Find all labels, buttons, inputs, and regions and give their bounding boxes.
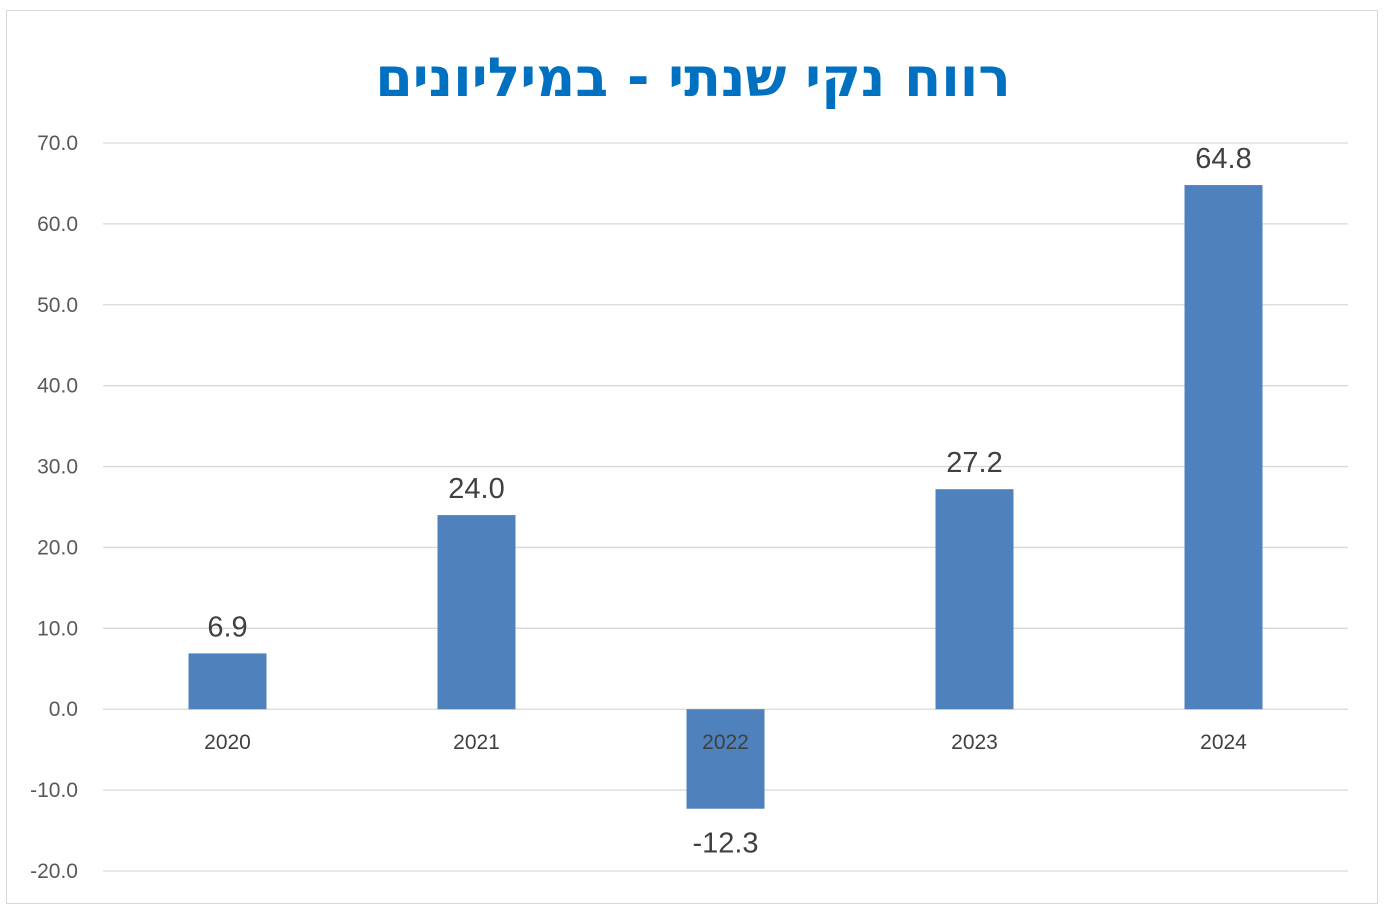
y-tick-label: 10.0 [37,617,78,640]
y-tick-label: -10.0 [30,779,78,802]
data-labels: 6.9 24.0 -12.3 27.2 64.8 [207,143,1251,860]
data-label: 6.9 [207,611,247,643]
x-category-label: 2023 [951,731,998,754]
bar [1184,185,1263,710]
bar [686,709,765,809]
y-tick-label: 70.0 [37,132,78,155]
data-label: 27.2 [946,447,1002,479]
x-category-label: 2022 [702,731,749,754]
bar [935,489,1014,710]
x-category-label: 2020 [204,731,251,754]
data-label: 64.8 [1195,143,1251,175]
y-tick-label: -20.0 [30,860,78,883]
bar [188,653,267,710]
y-axis-ticks: 70.0 60.0 50.0 40.0 30.0 20.0 10.0 0.0 -10.0 -20.… [30,132,78,883]
bar [437,515,516,710]
bars [188,185,1263,809]
x-category-label: 2021 [453,731,500,754]
y-tick-label: 40.0 [37,375,78,398]
y-tick-label: 60.0 [37,213,78,236]
y-tick-label: 30.0 [37,456,78,479]
y-tick-label: 50.0 [37,294,78,317]
data-label: 24.0 [448,473,504,505]
x-axis-categories: 2020 2021 2022 2023 2024 [204,731,1247,754]
x-category-label: 2024 [1200,731,1247,754]
y-tick-label: 20.0 [37,536,78,559]
chart-title: רווח נקי שנתי - במיליונים [375,46,1011,109]
data-label: -12.3 [692,828,758,860]
y-tick-label: 0.0 [49,698,78,721]
